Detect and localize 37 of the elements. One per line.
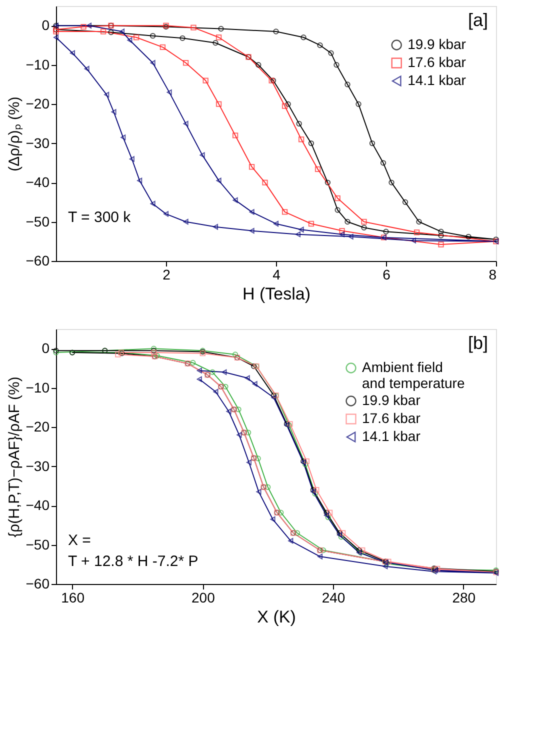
y-axis-title: (Δρ/ρ)ₚ (%) bbox=[6, 96, 23, 172]
y-tick-label: −50 bbox=[26, 213, 50, 230]
annotation: T = 300 k bbox=[68, 209, 132, 226]
x-tick-label: 2 bbox=[162, 266, 171, 282]
y-tick-label: −40 bbox=[26, 174, 50, 190]
y-tick-label: −10 bbox=[26, 379, 50, 396]
legend-label: 14.1 kbar bbox=[362, 428, 421, 444]
x-tick-label: 240 bbox=[322, 590, 346, 606]
y-tick-label: 0 bbox=[42, 340, 50, 356]
x-tick-label: 160 bbox=[61, 590, 85, 606]
annotation: X = T + 12.8 * H -7.2* P bbox=[68, 532, 198, 570]
legend-label: 14.1 kbar bbox=[408, 72, 466, 88]
x-tick-label: 200 bbox=[191, 590, 216, 606]
x-tick-label: 4 bbox=[272, 266, 281, 282]
y-tick-label: −10 bbox=[26, 56, 50, 72]
legend-label: 17.6 kbar bbox=[362, 410, 421, 426]
x-tick-label: 6 bbox=[382, 266, 391, 282]
y-tick-label: −20 bbox=[26, 96, 50, 112]
y-tick-label: −60 bbox=[26, 576, 50, 592]
legend-label: 19.9 kbar bbox=[362, 392, 421, 408]
y-tick-label: −20 bbox=[26, 418, 50, 435]
x-tick-label: 8 bbox=[488, 266, 497, 282]
legend-label: 19.9 kbar bbox=[408, 36, 466, 52]
x-axis-title: H (Tesla) bbox=[242, 284, 311, 304]
legend-label: 17.6 kbar bbox=[408, 54, 466, 70]
y-axis-title: {ρ(H,P,T)−ρAF}/ρAF (%) bbox=[6, 376, 23, 538]
y-tick-label: −60 bbox=[26, 252, 50, 268]
annotation: [b] bbox=[468, 333, 488, 353]
x-axis-title: X (K) bbox=[257, 608, 296, 626]
y-tick-label: −50 bbox=[26, 536, 50, 552]
y-tick-label: −40 bbox=[26, 497, 50, 514]
y-tick-label: 0 bbox=[42, 17, 50, 34]
legend-label: Ambient field and temperature bbox=[362, 359, 465, 391]
annotation: [a] bbox=[468, 10, 488, 30]
y-tick-label: −30 bbox=[26, 458, 50, 474]
x-tick-label: 280 bbox=[452, 590, 476, 606]
y-tick-label: −30 bbox=[26, 134, 50, 151]
